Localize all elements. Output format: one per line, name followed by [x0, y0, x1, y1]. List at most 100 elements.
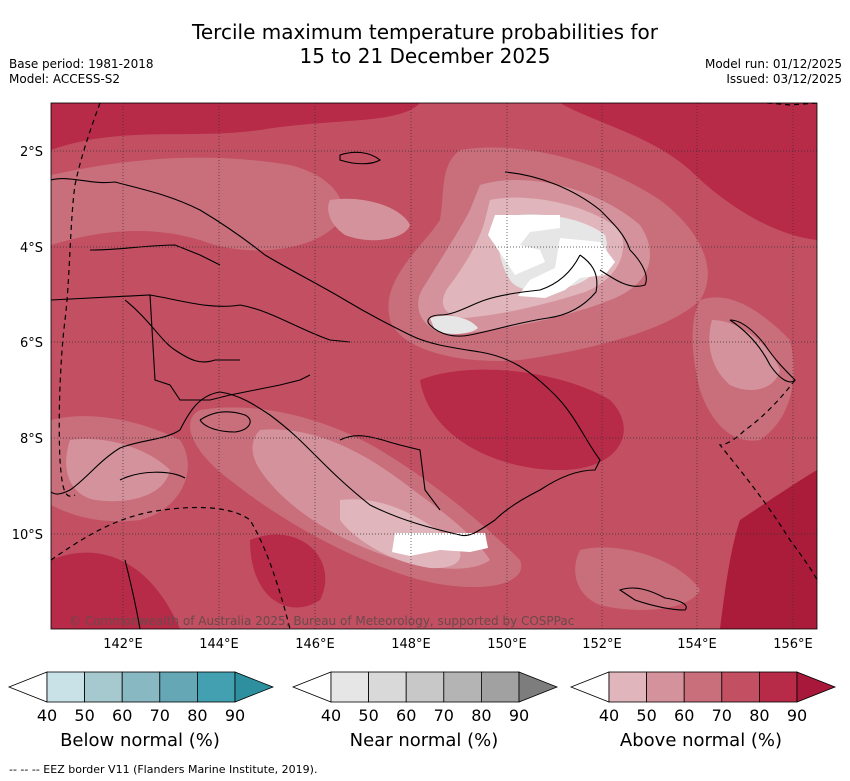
map-field — [51, 103, 817, 629]
lon-label: 146°E — [295, 637, 335, 652]
colorbar-tick-label: 80 — [187, 706, 207, 725]
lon-label: 148°E — [391, 637, 431, 652]
colorbar-segment — [368, 671, 407, 703]
colorbar-tick-label: 90 — [225, 706, 245, 725]
colorbar-segment — [46, 671, 85, 703]
new-ireland-coast — [504, 171, 647, 287]
meta-left: Base period: 1981-2018 Model: ACCESS-S2 — [9, 57, 154, 87]
border-provinces-west — [51, 294, 311, 401]
lon-labels: 142°E 144°E 146°E 148°E 150°E 152°E 154°… — [103, 637, 813, 652]
lon-label: 156°E — [773, 637, 813, 652]
field-above-60-west — [51, 157, 343, 251]
eez-borders — [51, 103, 817, 629]
border-highlands — [149, 294, 351, 343]
copyright-notice: © Commonwealth of Australia 2025, Bureau… — [69, 614, 574, 628]
colorbar-segment — [646, 671, 685, 703]
colorbar-tick-label: 60 — [396, 706, 416, 725]
colorbar-tick-label: 80 — [749, 706, 769, 725]
border-sepik — [89, 244, 221, 266]
map-title: Tercile maximum temperature probabilitie… — [0, 20, 850, 68]
lon-label: 150°E — [487, 637, 527, 652]
colorbar-extend-low — [569, 671, 610, 703]
colorbar-extend-low — [7, 671, 48, 703]
colorbar-tick-label: 70 — [712, 706, 732, 725]
colorbar-segment — [721, 671, 760, 703]
lat-label: 4°S — [20, 241, 43, 256]
lat-label: 10°S — [12, 528, 43, 543]
field-white-newbritain-b — [518, 238, 615, 298]
colorbar-segment — [443, 671, 482, 703]
field-above-50-northcoast — [328, 198, 410, 241]
colorbar-1: 40 50 60 70 80 90 — [291, 671, 559, 725]
colorbar-tick-label: 40 — [321, 706, 341, 725]
lat-labels: 2°S 4°S 6°S 8°S 10°S — [12, 145, 43, 543]
colorbars: 40 50 60 70 80 90 40 50 60 70 80 90 40 50 60 70 80 90 — [7, 671, 837, 725]
colorbar-segment — [683, 671, 723, 703]
colorbar-segment — [759, 671, 798, 703]
lat-label: 6°S — [20, 336, 43, 351]
colorbar-tick-label: 70 — [150, 706, 170, 725]
colorbar-tick-label: 50 — [636, 706, 656, 725]
eez-border-south — [51, 506, 291, 629]
field-above-80-central — [420, 369, 624, 470]
colorbar-segment — [608, 671, 647, 703]
eez-border-north — [700, 103, 817, 106]
colorbar-extend-high — [518, 671, 559, 703]
graticule — [51, 103, 817, 629]
colorbar-segment — [480, 671, 520, 703]
new-britain-coast — [427, 254, 598, 337]
field-above-80-northeast — [560, 103, 817, 240]
eez-border-east — [718, 379, 817, 581]
eez-border-west — [58, 103, 101, 497]
colorbar-tick-label: 40 — [37, 706, 57, 725]
field-white-papua-south — [392, 533, 488, 556]
border-southern — [124, 299, 240, 363]
colorbar-segment — [121, 671, 161, 703]
lon-label: 144°E — [199, 637, 239, 652]
issued-date: Issued: 03/12/2025 — [726, 72, 842, 86]
colorbar-extend-high — [234, 671, 275, 703]
colorbar-tick-label: 70 — [434, 706, 454, 725]
eez-footnote: -- -- -- EEZ border V11 (Flanders Marine… — [9, 763, 318, 776]
field-normal-40-westnewbritain — [430, 315, 478, 334]
map-title-line1: Tercile maximum temperature probabilitie… — [192, 20, 658, 44]
base-period: Base period: 1981-2018 — [9, 57, 154, 71]
colorbar-tick-label: 90 — [787, 706, 807, 725]
manus-island — [339, 151, 381, 165]
colorbar-tick-label: 90 — [509, 706, 529, 725]
meta-right: Model run: 01/12/2025 Issued: 03/12/2025 — [705, 57, 842, 87]
colorbar-tick-label: 60 — [674, 706, 694, 725]
colorbar-0: 40 50 60 70 80 90 — [7, 671, 275, 725]
colorbar-tick-label: 50 — [74, 706, 94, 725]
cape-york — [124, 559, 141, 629]
colorbar-tick-label: 80 — [471, 706, 491, 725]
colorbar-tick-label: 40 — [599, 706, 619, 725]
field-above-50-gulf — [66, 439, 170, 502]
colorbar-tick-label: 60 — [112, 706, 132, 725]
model-name: Model: ACCESS-S2 — [9, 72, 121, 86]
lat-label: 8°S — [20, 432, 43, 447]
colorbar-title-near: Near normal (%) — [349, 730, 499, 751]
field-above-60-louisiade — [575, 547, 700, 610]
colorbar-title-above: Above normal (%) — [619, 730, 783, 751]
colorbar-extend-low — [291, 671, 332, 703]
colorbar-extend-high — [796, 671, 837, 703]
field-above-80-north — [51, 103, 420, 150]
field-above-80-southwest — [51, 552, 180, 629]
colorbar-segment — [330, 671, 369, 703]
fly-delta — [199, 411, 251, 433]
lon-label: 142°E — [103, 637, 143, 652]
colorbar-segment — [405, 671, 445, 703]
map-frame — [50, 102, 818, 630]
torres-coast — [119, 471, 186, 481]
coastlines — [51, 151, 796, 629]
colorbar-segment — [159, 671, 198, 703]
colorbar-title-below: Below normal (%) — [60, 730, 220, 751]
colorbar-segment — [84, 671, 123, 703]
lon-label: 154°E — [677, 637, 717, 652]
field-above-80-south — [250, 534, 326, 608]
colorbar-tick-label: 50 — [358, 706, 378, 725]
new-guinea-coast — [51, 178, 601, 537]
border-morobe — [339, 435, 441, 511]
